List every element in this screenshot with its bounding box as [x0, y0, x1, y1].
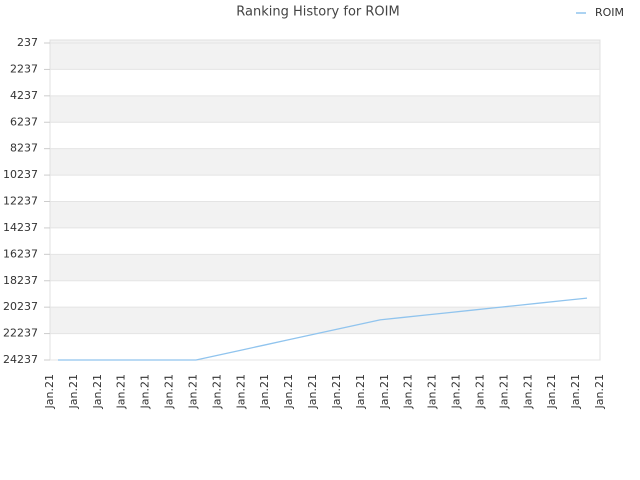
y-tick-label: 24237 — [3, 353, 38, 366]
x-tick-label: Jan.21 — [330, 374, 343, 409]
y-tick-label: 2237 — [10, 62, 38, 75]
y-tick-label: 4237 — [10, 89, 38, 102]
y-tick-label: 20237 — [3, 300, 38, 313]
x-tick-label: Jan.21 — [306, 374, 319, 409]
x-tick-label: Jan.21 — [282, 374, 295, 409]
y-tick-label: 6237 — [10, 115, 38, 128]
grid-band — [50, 148, 600, 176]
grid-band — [50, 307, 600, 334]
y-tick-label: 22237 — [3, 327, 38, 340]
x-tick-label: Jan.21 — [426, 374, 439, 409]
x-tick-label: Jan.21 — [497, 374, 510, 409]
y-tick-label: 237 — [17, 36, 38, 49]
x-tick-label: Jan.21 — [163, 374, 176, 409]
y-tick-label: 18237 — [3, 274, 38, 287]
y-tick-label: 16237 — [3, 247, 38, 260]
y-tick-label: 8237 — [10, 142, 38, 155]
x-tick-label: Jan.21 — [115, 374, 128, 409]
grid-band — [50, 201, 600, 228]
grid-band — [50, 40, 600, 70]
x-tick-label: Jan.21 — [521, 374, 534, 409]
x-tick-label: Jan.21 — [569, 374, 582, 409]
chart-title: Ranking History for ROIM — [236, 5, 399, 20]
x-tick-label: Jan.21 — [234, 374, 247, 409]
y-tick-label: 12237 — [3, 195, 38, 208]
x-tick-label: Jan.21 — [354, 374, 367, 409]
x-tick-label: Jan.21 — [210, 374, 223, 409]
x-tick-label: Jan.21 — [545, 374, 558, 409]
x-tick-label: Jan.21 — [402, 374, 415, 409]
x-tick-label: Jan.21 — [378, 374, 391, 409]
x-tick-label: Jan.21 — [473, 374, 486, 409]
x-tick-label: Jan.21 — [43, 374, 56, 409]
x-tick-label: Jan.21 — [593, 374, 606, 409]
grid-band — [50, 254, 600, 281]
x-tick-label: Jan.21 — [139, 374, 152, 409]
x-tick-label: Jan.21 — [91, 374, 104, 409]
legend-label: ROIM — [595, 6, 624, 19]
line — [58, 297, 588, 361]
x-tick-label: Jan.21 — [67, 374, 80, 409]
y-tick-label: 10237 — [3, 168, 38, 181]
y-tick-label: 14237 — [3, 221, 38, 234]
grid-band — [50, 95, 600, 123]
x-tick-label: Jan.21 — [450, 374, 463, 409]
x-tick-label: Jan.21 — [258, 374, 271, 409]
x-tick-label: Jan.21 — [186, 374, 199, 409]
